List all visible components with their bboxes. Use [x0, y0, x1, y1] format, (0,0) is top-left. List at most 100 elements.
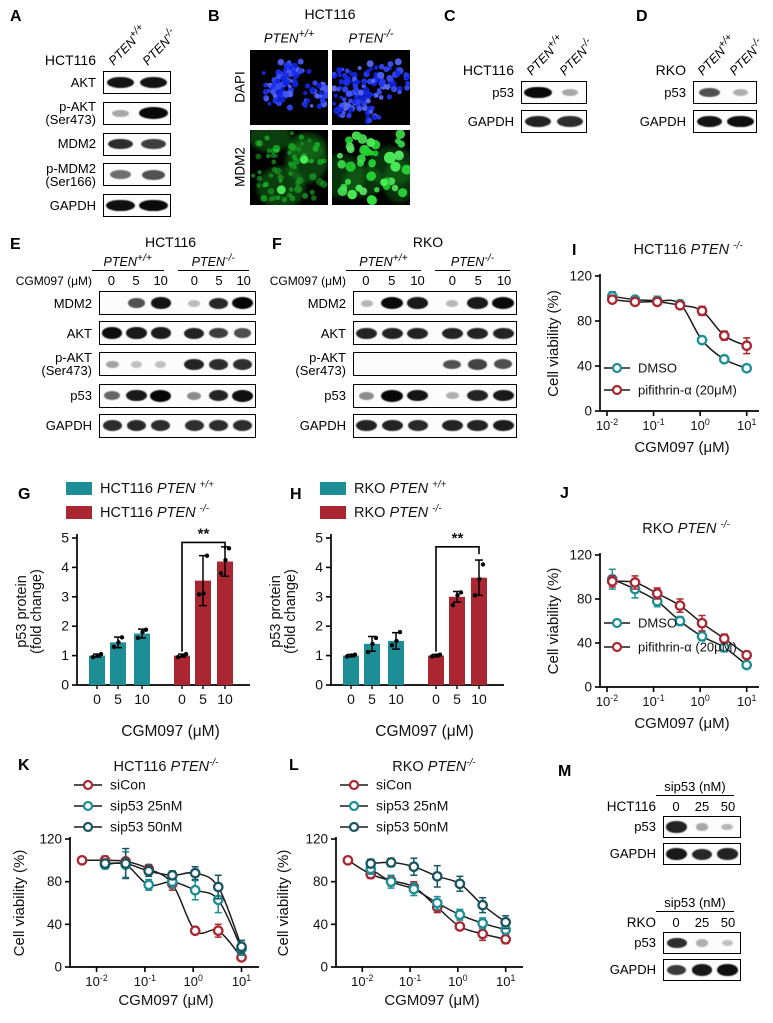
svg-text:RKO PTEN -/-: RKO PTEN -/- [354, 504, 442, 522]
blot-lane [124, 292, 148, 314]
svg-text:80: 80 [47, 874, 62, 889]
blot-lane [137, 134, 170, 155]
dose-label: 10 [236, 273, 251, 289]
blot-lane [354, 292, 380, 314]
protein-label: p-AKT (Ser473) [295, 350, 346, 379]
blot-lane [231, 415, 255, 437]
blot-band [492, 389, 514, 402]
panel-b-letter: B [208, 8, 220, 25]
blot-strip [663, 843, 741, 865]
protein-label: MDM2 [53, 295, 92, 311]
blot-band [234, 328, 252, 339]
blot-lane [104, 195, 137, 216]
genotype-groups: PTEN+/+ PTEN-/- [346, 253, 510, 272]
row-label: DAPI [232, 71, 248, 103]
svg-text:**: ** [452, 530, 464, 547]
blot-lane [440, 322, 466, 344]
blot-band [407, 327, 429, 339]
dose-label: 10 [496, 273, 512, 289]
bar-series-0: 0 5 10 [89, 627, 150, 707]
blot-band [721, 939, 734, 947]
svg-text:pifithrin-α (20μM): pifithrin-α (20μM) [638, 640, 737, 655]
blot-lane [715, 960, 740, 980]
legend-item-pifithrin-α (20μM): pifithrin-α (20μM) [604, 640, 737, 655]
blot-lane [380, 292, 406, 314]
panel-f-letter: F [272, 236, 282, 253]
genotype-label: PTEN+/+ [346, 253, 421, 272]
blot-lane [231, 353, 255, 375]
svg-text:DMSO: DMSO [638, 616, 677, 631]
protein-label: AKT [70, 74, 96, 90]
panel-a-letter: A [10, 8, 22, 25]
blot-band [494, 359, 513, 370]
svg-text:3: 3 [315, 588, 323, 604]
blot-lane [137, 103, 170, 124]
protein-label: AKT [66, 325, 92, 341]
svg-text:0: 0 [320, 960, 328, 975]
legend-item-pifithrin-α (20μM): pifithrin-α (20μM) [604, 383, 737, 398]
blot-band [467, 327, 489, 339]
treatment-label: CGM097 (μM) [15, 273, 92, 288]
panel-f: F RKO PTEN+/+ PTEN-/- CGM097 (μM) 0 5 10 0 5 10 MD… [258, 230, 517, 468]
blot-lane [149, 353, 173, 375]
svg-text:siCon: siCon [376, 777, 412, 793]
blot-lane [149, 292, 173, 314]
panel-j: J 0 40 80 120 10-2 10-1 100 101 DMSO pifithrin-α … [540, 475, 773, 750]
dose-label: 50 [720, 915, 736, 930]
dose-label: 5 [215, 273, 223, 289]
micrograph-image [250, 50, 330, 125]
blot-lane [440, 385, 466, 407]
dose-label: 50 [720, 799, 736, 814]
blot-band [155, 361, 167, 368]
svg-text:HCT116 PTEN-/-: HCT116 PTEN-/- [114, 758, 220, 776]
blot-band [666, 821, 687, 833]
protein-label: GAPDH [45, 418, 92, 434]
blot-lane [104, 134, 137, 155]
dose-label: 0 [190, 273, 198, 289]
svg-text:0: 0 [347, 691, 355, 707]
blot-band [717, 848, 738, 860]
blot-lane [664, 844, 689, 864]
blot-lane [380, 415, 406, 437]
blot-strip [103, 132, 171, 156]
panel-e: E HCT116 PTEN+/+ PTEN-/- CGM097 (μM) 0 5 10 0 5 1… [8, 230, 256, 468]
legend-item-siCon: siCon [340, 777, 412, 793]
svg-text:5: 5 [199, 691, 207, 707]
series-siCon [76, 854, 247, 963]
svg-text:0: 0 [61, 677, 69, 693]
blot-row: GAPDH [8, 194, 194, 217]
blot-band [696, 115, 723, 128]
line-chart-j: 0 40 80 120 10-2 10-1 100 101 DMSO pifithrin-α (2… [545, 520, 759, 732]
svg-text:100: 100 [690, 693, 709, 709]
blot-lane [354, 353, 380, 375]
series-sip53 50nM [365, 857, 512, 930]
blot-lane [380, 385, 406, 407]
blot-band [150, 389, 172, 402]
svg-text:80: 80 [577, 592, 592, 607]
blot-strip [99, 352, 256, 377]
micrograph-image [248, 121, 328, 209]
blot-row: p53 [260, 383, 517, 408]
blot-lane [715, 844, 740, 864]
legend-item-DMSO: DMSO [604, 616, 677, 631]
series-sip53 50nM [99, 847, 247, 954]
blot-band [233, 420, 253, 432]
blot-band [184, 327, 204, 339]
svg-text:p53 protein(fold change): p53 protein(fold change) [268, 569, 299, 654]
blot-lane [664, 817, 689, 837]
blot-lane [206, 353, 230, 375]
svg-text:10: 10 [471, 691, 487, 707]
blot-lane [465, 415, 491, 437]
blot-band [666, 848, 688, 860]
svg-text:10-2: 10-2 [85, 973, 107, 989]
blot-band [187, 391, 202, 400]
panel-l: L 0 40 80 120 10-2 10-1 100 101 siCon sip53 25nM s… [262, 755, 530, 1021]
blot-lane [380, 322, 406, 344]
blot-lane [491, 292, 517, 314]
blot-band [691, 964, 713, 976]
panel-m: M sip53 (nM) HCT116 0 25 50 p53 GAPDH sip53 (nM… [532, 755, 772, 1021]
blot-band [667, 964, 687, 976]
protein-label: p53 [324, 388, 346, 404]
svg-text:10: 10 [217, 691, 233, 707]
protein-label: MDM2 [57, 136, 96, 152]
